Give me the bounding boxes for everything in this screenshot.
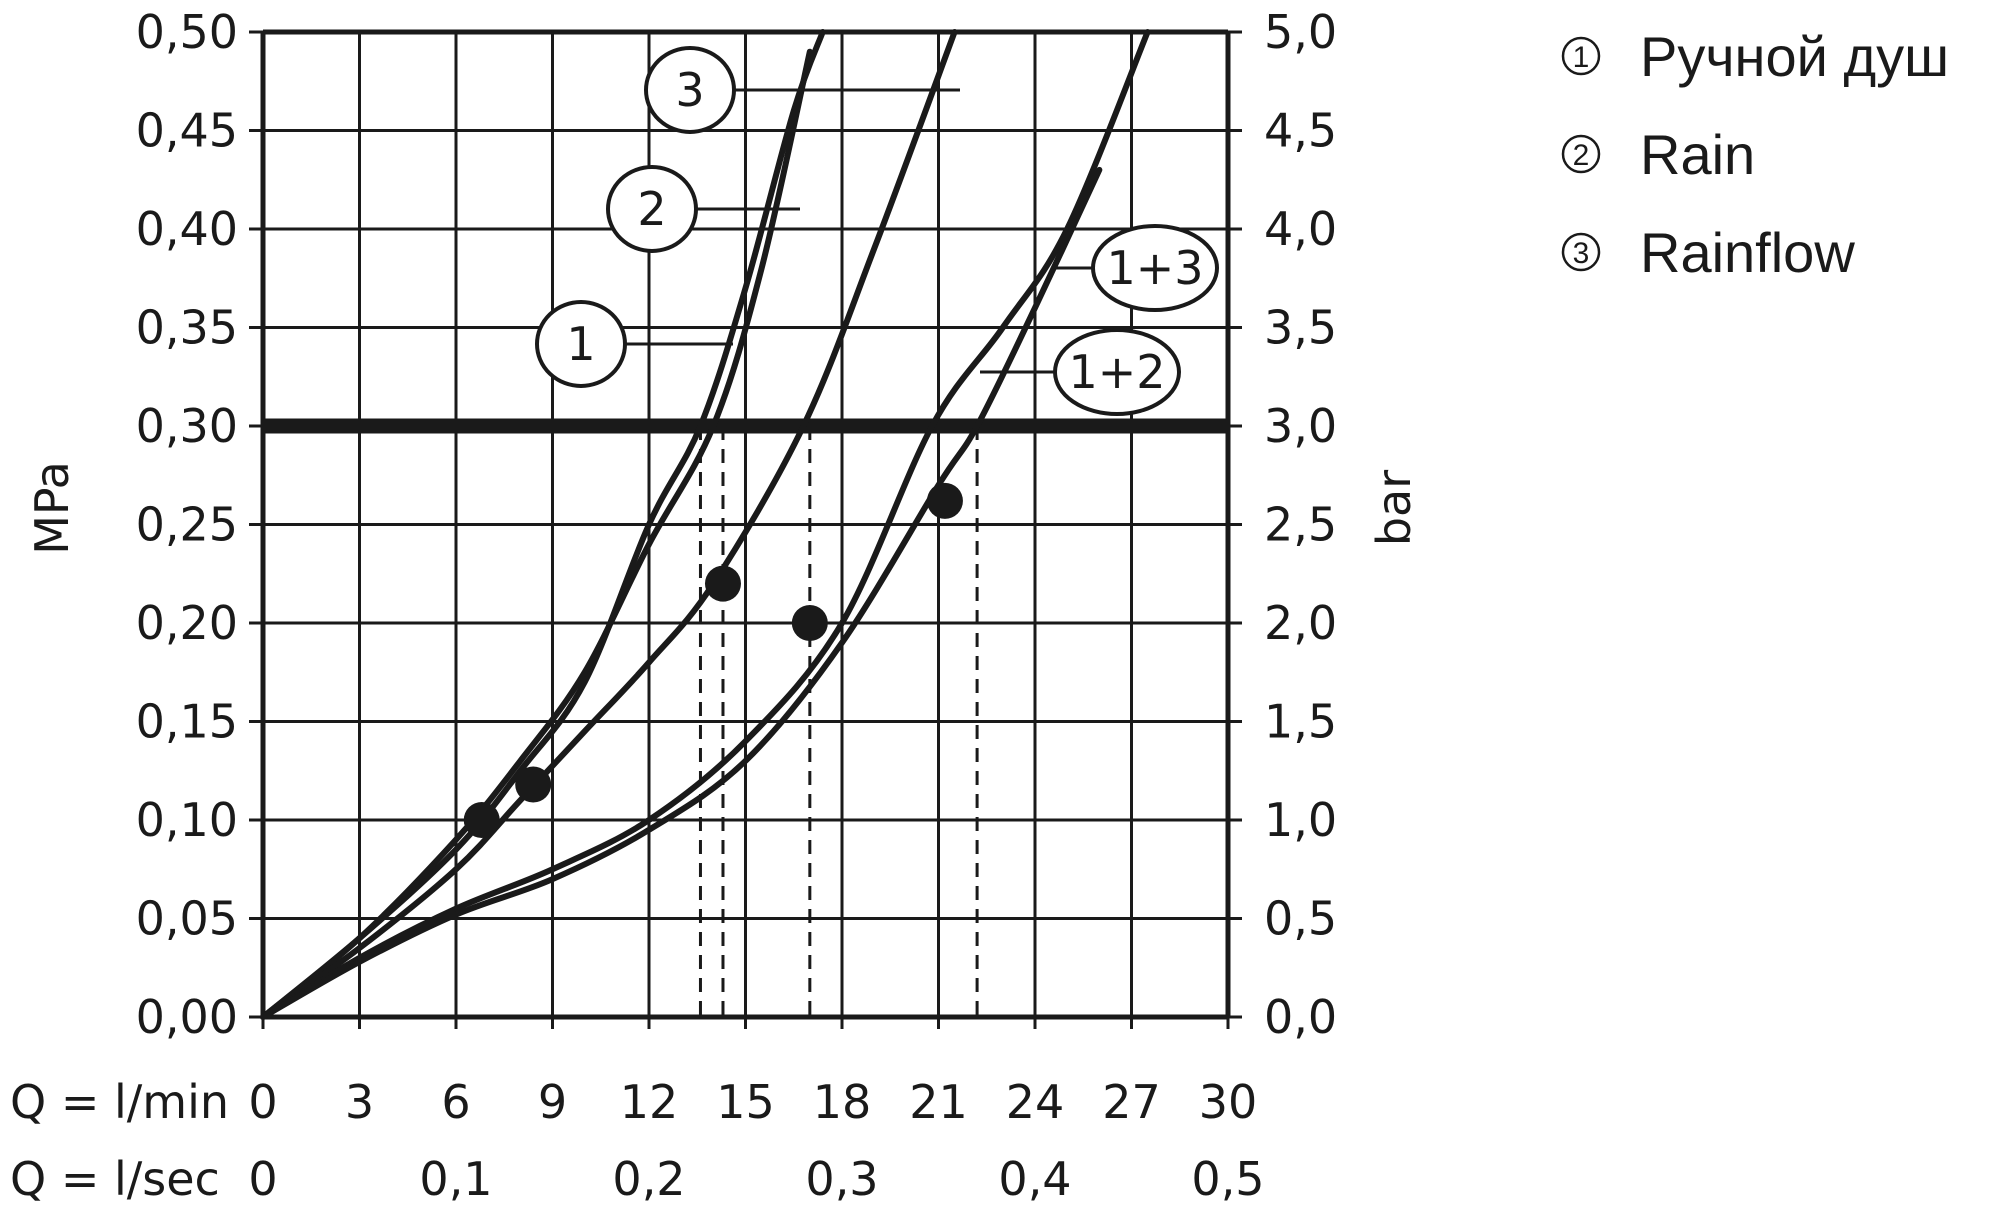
y-tick-label-left: 0,00 xyxy=(136,990,238,1044)
operating-point xyxy=(791,605,828,641)
y-tick-label-right: 4,5 xyxy=(1264,104,1337,158)
y-tick-label-left: 0,15 xyxy=(136,695,238,749)
legend-item-1: 1 Ручной душ xyxy=(1561,25,1949,88)
operating-point xyxy=(515,766,552,803)
x2-tick-label: 0,2 xyxy=(612,1152,685,1206)
callout-bubble xyxy=(1091,224,1219,312)
y-tick-label-right: 5,0 xyxy=(1264,5,1337,59)
legend-num-3: 3 xyxy=(1573,237,1590,270)
y-tick-label-right: 0,5 xyxy=(1264,892,1337,946)
operating-points xyxy=(463,482,963,838)
y-tick-label-right: 4,0 xyxy=(1264,202,1337,256)
operating-point xyxy=(926,482,963,519)
x-tick-label: 12 xyxy=(620,1075,679,1129)
series-line-3 xyxy=(260,48,813,1020)
legend-label-1: Ручной душ xyxy=(1640,25,1949,88)
series-line-1-plus-2 xyxy=(260,166,1103,1020)
series-callouts: 3 2 1 1+3 1+2 xyxy=(535,46,1219,416)
dashed-drop-lines xyxy=(698,426,979,1017)
x-tick-label: 6 xyxy=(441,1075,470,1129)
x2-tick-label: 0 xyxy=(248,1152,277,1206)
operating-point xyxy=(463,802,500,838)
x-axis-title-lmin: Q = l/min xyxy=(10,1075,229,1129)
axis-ticks: 0 3 6 9 12 15 18 21 24 27 300 0,1 0,2 0,3 0,4 0,50,00 0,… xyxy=(136,5,1338,1206)
x-axis-title-lsec: Q = l/sec xyxy=(10,1152,220,1206)
y-tick-label-left: 0,35 xyxy=(136,301,238,355)
y-tick-label-right: 1,0 xyxy=(1264,793,1337,847)
legend-num-1: 1 xyxy=(1573,41,1590,74)
legend: 1 Ручной душ 2 Rain 3 Rainflow xyxy=(1561,25,1949,284)
callout-label: 3 xyxy=(675,63,704,117)
series-line-2 xyxy=(260,29,958,1020)
callout-label: 1+3 xyxy=(1106,241,1203,295)
legend-item-2: 2 Rain xyxy=(1561,123,1755,186)
y-tick-label-left: 0,20 xyxy=(136,596,238,650)
y-tick-label-left: 0,30 xyxy=(136,399,238,453)
legend-label-2: Rain xyxy=(1640,123,1755,186)
y-axis-title-right: bar xyxy=(1367,470,1421,546)
legend-item-3: 3 Rainflow xyxy=(1561,221,1855,284)
callout-bubble xyxy=(1053,328,1181,416)
x-tick-label: 3 xyxy=(345,1075,374,1129)
y-tick-label-left: 0,50 xyxy=(136,5,238,59)
x2-tick-label: 0,5 xyxy=(1191,1152,1264,1206)
x2-tick-label: 0,1 xyxy=(419,1152,492,1206)
x-tick-label: 18 xyxy=(813,1075,872,1129)
callout-label: 1 xyxy=(566,317,595,371)
callout-bubble xyxy=(606,165,698,253)
x2-tick-label: 0,3 xyxy=(805,1152,878,1206)
y-tick-label-left: 0,10 xyxy=(136,793,238,847)
y-axis-title-left: MPa xyxy=(25,461,79,555)
x-tick-label: 0 xyxy=(248,1075,277,1129)
legend-label-3: Rainflow xyxy=(1640,221,1855,284)
x-tick-label: 21 xyxy=(909,1075,968,1129)
callout-bubble xyxy=(644,46,736,134)
x2-tick-label: 0,4 xyxy=(998,1152,1071,1206)
callout-label: 2 xyxy=(637,182,666,236)
x-tick-label: 24 xyxy=(1006,1075,1065,1129)
callout-label: 1+2 xyxy=(1068,345,1165,399)
x-tick-label: 9 xyxy=(538,1075,567,1129)
y-tick-label-right: 2,5 xyxy=(1264,498,1337,552)
circled-1-icon xyxy=(1561,36,1601,76)
x-tick-label: 30 xyxy=(1199,1075,1258,1129)
circled-2-icon xyxy=(1561,134,1601,174)
x-tick-label: 27 xyxy=(1102,1075,1161,1129)
y-tick-label-right: 2,0 xyxy=(1264,596,1337,650)
callout-bubble xyxy=(535,300,627,388)
legend-num-2: 2 xyxy=(1573,139,1590,172)
y-tick-label-right: 1,5 xyxy=(1264,695,1337,749)
series-line-1-plus-3 xyxy=(260,29,1151,1020)
y-tick-label-left: 0,45 xyxy=(136,104,238,158)
y-tick-label-left: 0,40 xyxy=(136,202,238,256)
y-tick-label-right: 3,5 xyxy=(1264,301,1337,355)
circled-3-icon xyxy=(1561,232,1601,272)
operating-point xyxy=(704,565,741,602)
y-tick-label-left: 0,05 xyxy=(136,892,238,946)
x-tick-label: 15 xyxy=(716,1075,775,1129)
y-tick-label-left: 0,25 xyxy=(136,498,238,552)
y-tick-label-right: 0,0 xyxy=(1264,990,1337,1044)
y-tick-label-right: 3,0 xyxy=(1264,399,1337,453)
